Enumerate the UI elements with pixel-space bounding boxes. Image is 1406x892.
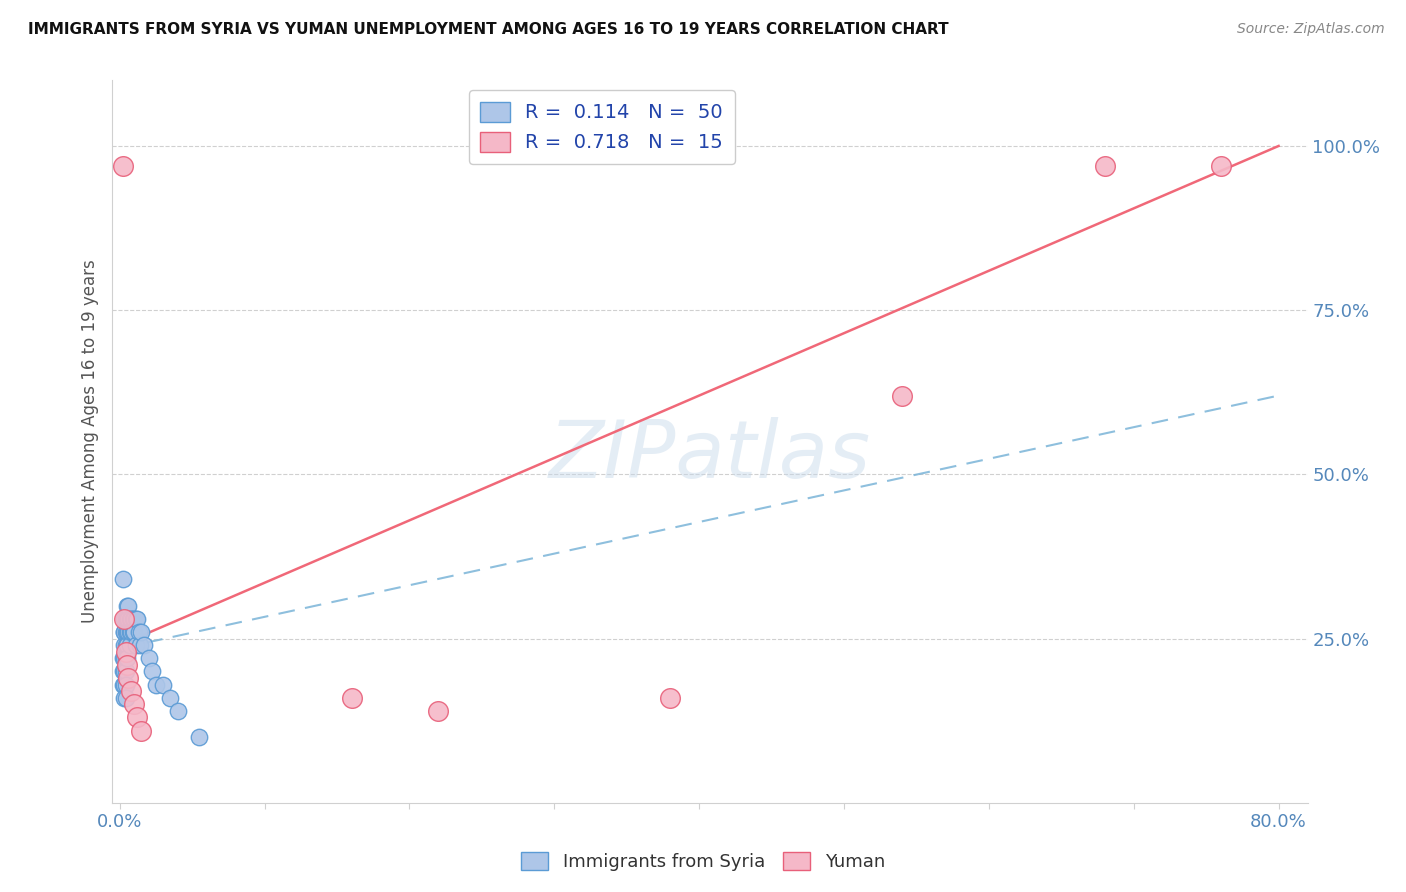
Point — [117, 671, 139, 685]
Point — [188, 730, 211, 744]
Point — [112, 651, 135, 665]
Point — [117, 599, 139, 613]
Point — [115, 651, 138, 665]
Point — [114, 677, 136, 691]
Point — [131, 723, 153, 738]
Point — [121, 612, 143, 626]
Point — [112, 625, 135, 640]
Point — [124, 638, 146, 652]
Point — [118, 625, 141, 640]
Point — [340, 690, 363, 705]
Point — [115, 625, 138, 640]
Point — [1094, 159, 1116, 173]
Point — [114, 612, 136, 626]
Point — [127, 612, 149, 626]
Point — [112, 612, 135, 626]
Point — [115, 638, 138, 652]
Point — [121, 625, 143, 640]
Point — [118, 638, 141, 652]
Point — [122, 698, 145, 712]
Point — [117, 612, 139, 626]
Point — [114, 638, 136, 652]
Point — [1209, 159, 1232, 173]
Text: IMMIGRANTS FROM SYRIA VS YUMAN UNEMPLOYMENT AMONG AGES 16 TO 19 YEARS CORRELATIO: IMMIGRANTS FROM SYRIA VS YUMAN UNEMPLOYM… — [28, 22, 949, 37]
Point — [124, 612, 146, 626]
Point — [145, 677, 167, 691]
Point — [112, 690, 135, 705]
Y-axis label: Unemployment Among Ages 16 to 19 years: Unemployment Among Ages 16 to 19 years — [80, 260, 98, 624]
Point — [112, 677, 135, 691]
Text: ZIPatlas: ZIPatlas — [548, 417, 872, 495]
Legend: R =  0.114   N =  50, R =  0.718   N =  15: R = 0.114 N = 50, R = 0.718 N = 15 — [468, 90, 734, 164]
Point — [111, 665, 134, 679]
Point — [112, 625, 135, 640]
Point — [114, 625, 136, 640]
Point — [114, 690, 136, 705]
Point — [112, 638, 135, 652]
Point — [131, 625, 153, 640]
Point — [141, 665, 163, 679]
Point — [112, 665, 135, 679]
Point — [122, 625, 145, 640]
Point — [128, 625, 150, 640]
Point — [111, 677, 134, 691]
Text: Source: ZipAtlas.com: Source: ZipAtlas.com — [1237, 22, 1385, 37]
Point — [427, 704, 450, 718]
Point — [120, 612, 142, 626]
Point — [117, 625, 139, 640]
Point — [129, 638, 152, 652]
Point — [120, 625, 142, 640]
Point — [114, 665, 136, 679]
Point — [114, 651, 136, 665]
Point — [134, 638, 156, 652]
Point — [114, 645, 136, 659]
Point — [118, 612, 141, 626]
Point — [111, 651, 134, 665]
Point — [111, 159, 134, 173]
Point — [115, 612, 138, 626]
Point — [659, 690, 682, 705]
Point — [127, 710, 149, 724]
Point — [115, 599, 138, 613]
Point — [152, 677, 174, 691]
Point — [891, 388, 914, 402]
Point — [111, 573, 134, 587]
Point — [122, 612, 145, 626]
Legend: Immigrants from Syria, Yuman: Immigrants from Syria, Yuman — [515, 846, 891, 879]
Point — [138, 651, 160, 665]
Point — [166, 704, 188, 718]
Point — [115, 657, 138, 672]
Point — [112, 612, 135, 626]
Point — [159, 690, 181, 705]
Point — [120, 684, 142, 698]
